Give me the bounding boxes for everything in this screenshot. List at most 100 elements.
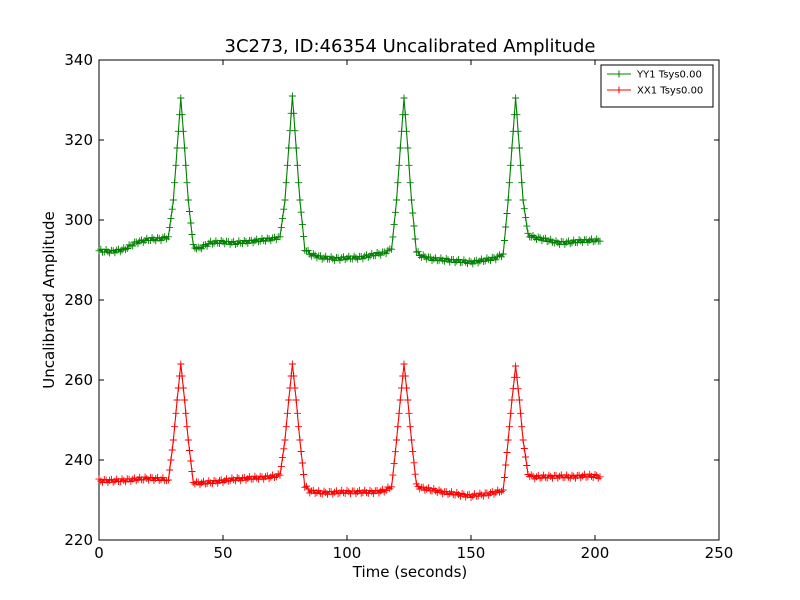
data-point-marker bbox=[522, 453, 530, 461]
data-point-marker bbox=[166, 224, 174, 232]
data-point-marker bbox=[198, 479, 206, 487]
data-point-marker bbox=[534, 233, 542, 241]
data-point-marker bbox=[178, 111, 186, 119]
data-point-marker bbox=[469, 260, 477, 268]
data-point-marker bbox=[517, 161, 525, 169]
data-point-marker bbox=[541, 234, 549, 242]
data-point-marker bbox=[352, 254, 360, 262]
data-point-marker bbox=[549, 238, 556, 246]
data-point-marker bbox=[178, 372, 186, 380]
data-point-marker bbox=[187, 219, 195, 227]
data-point-marker bbox=[536, 474, 544, 482]
data-point-marker bbox=[186, 447, 193, 454]
data-point-marker bbox=[527, 471, 535, 479]
data-point-marker bbox=[296, 436, 304, 444]
data-point-marker bbox=[390, 459, 398, 467]
data-point-marker bbox=[182, 409, 190, 417]
data-point-marker bbox=[187, 457, 195, 465]
data-point-marker bbox=[448, 488, 455, 496]
data-point-marker bbox=[442, 255, 450, 262]
series-markers-2 bbox=[95, 360, 604, 501]
data-point-marker bbox=[295, 423, 303, 431]
data-point-marker bbox=[409, 209, 417, 217]
data-point-marker bbox=[505, 179, 513, 187]
data-point-marker bbox=[577, 237, 585, 245]
data-point-marker bbox=[377, 251, 385, 259]
data-point-marker bbox=[410, 222, 418, 230]
y-tick-label: 320 bbox=[64, 131, 93, 149]
data-point-marker bbox=[200, 241, 207, 249]
data-point-marker bbox=[297, 448, 305, 455]
data-point-marker bbox=[260, 237, 268, 244]
data-point-marker bbox=[394, 179, 402, 187]
legend-marker bbox=[615, 70, 623, 78]
legend: YY1 Tsys0.00 XX1 Tsys0.00 bbox=[600, 64, 714, 108]
data-point-marker bbox=[331, 488, 339, 496]
data-point-marker bbox=[166, 466, 174, 474]
series-markers-1 bbox=[95, 92, 604, 268]
data-point-marker bbox=[184, 196, 192, 204]
data-point-marker bbox=[547, 235, 555, 243]
data-point-marker bbox=[499, 250, 507, 258]
data-point-marker bbox=[435, 486, 443, 494]
data-point-marker bbox=[298, 459, 306, 467]
data-point-marker bbox=[276, 471, 284, 479]
data-point-marker bbox=[512, 94, 520, 102]
data-point-marker bbox=[311, 251, 319, 259]
x-tick-label: 200 bbox=[581, 544, 610, 562]
data-point-marker bbox=[354, 255, 362, 263]
data-point-marker bbox=[458, 490, 466, 497]
data-point-marker bbox=[300, 233, 308, 241]
data-point-marker bbox=[188, 468, 196, 475]
data-point-marker bbox=[186, 208, 193, 215]
data-point-marker bbox=[505, 423, 513, 431]
data-point-marker bbox=[293, 409, 301, 417]
data-point-marker bbox=[168, 205, 176, 213]
data-point-marker bbox=[430, 255, 438, 263]
data-point-marker bbox=[203, 242, 211, 250]
data-point-marker bbox=[487, 257, 494, 265]
data-point-marker bbox=[465, 490, 473, 498]
x-tick-label: 250 bbox=[705, 544, 734, 562]
data-point-marker bbox=[188, 231, 196, 238]
data-point-marker bbox=[540, 235, 548, 243]
data-point-marker bbox=[181, 396, 189, 404]
data-point-marker bbox=[504, 436, 512, 444]
data-point-marker bbox=[230, 237, 238, 245]
data-point-marker bbox=[502, 461, 510, 469]
data-point-marker bbox=[404, 396, 412, 404]
y-tick-label: 280 bbox=[64, 291, 93, 309]
data-point-marker bbox=[419, 251, 427, 259]
y-tick-label: 340 bbox=[64, 51, 93, 69]
data-point-marker bbox=[406, 179, 414, 187]
data-point-marker bbox=[230, 476, 238, 484]
chart-title: 3C273, ID:46354 Uncalibrated Amplitude bbox=[225, 36, 596, 57]
data-point-marker bbox=[100, 476, 108, 483]
data-point-marker bbox=[183, 423, 191, 431]
x-tick-label: 0 bbox=[94, 544, 104, 562]
data-point-marker bbox=[596, 237, 604, 245]
data-point-marker bbox=[377, 487, 385, 495]
data-point-marker bbox=[340, 253, 347, 261]
y-tick-label: 220 bbox=[64, 531, 93, 549]
data-point-marker bbox=[566, 240, 574, 248]
data-point-marker bbox=[479, 258, 487, 265]
data-point-marker bbox=[514, 127, 522, 135]
data-point-marker bbox=[194, 243, 202, 251]
data-point-marker bbox=[579, 472, 587, 480]
data-point-marker bbox=[132, 477, 140, 485]
data-point-marker bbox=[501, 474, 508, 481]
data-point-marker bbox=[453, 257, 461, 265]
data-point-marker bbox=[485, 256, 493, 264]
data-point-marker bbox=[350, 487, 358, 495]
data-point-marker bbox=[104, 248, 112, 256]
data-point-marker bbox=[254, 238, 262, 246]
data-point-marker bbox=[490, 490, 498, 498]
data-point-marker bbox=[179, 127, 187, 135]
data-point-marker bbox=[524, 229, 532, 237]
data-point-marker bbox=[177, 94, 185, 102]
data-point-marker bbox=[388, 483, 396, 491]
data-point-marker bbox=[478, 491, 486, 499]
